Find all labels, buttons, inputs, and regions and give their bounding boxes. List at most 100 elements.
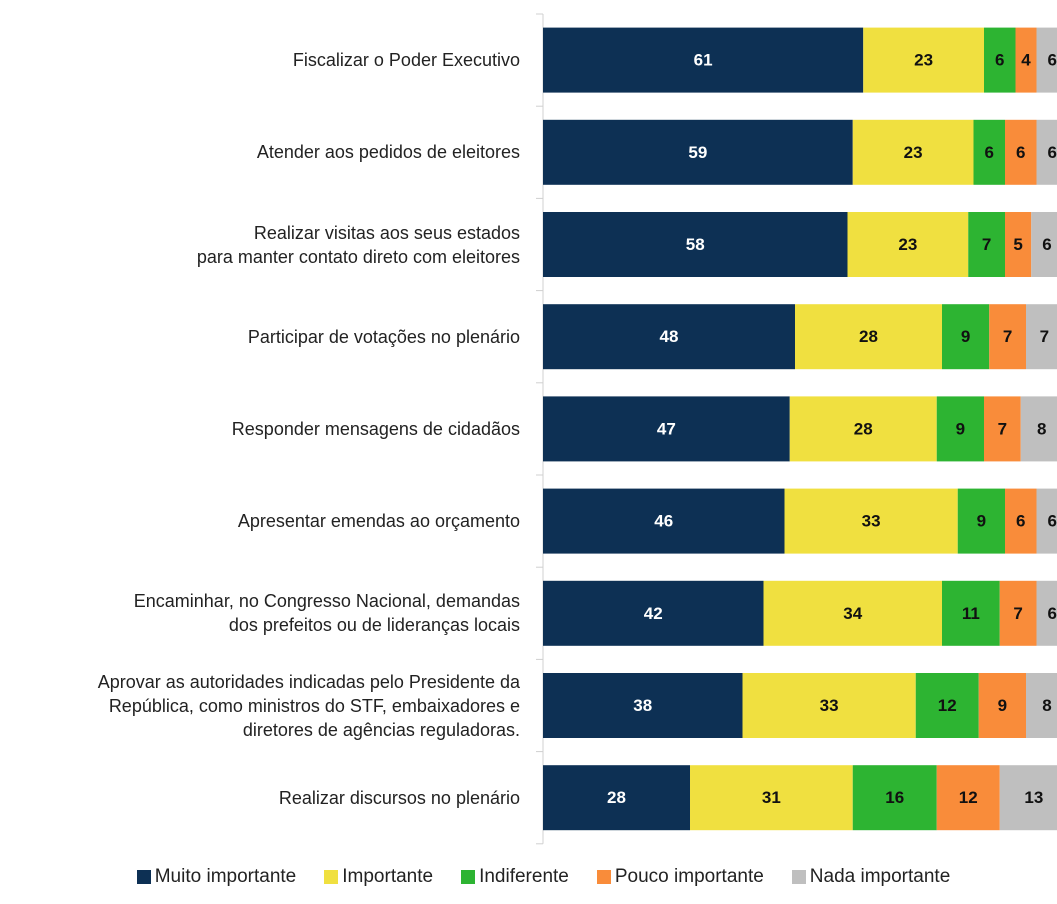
bar-segment: [1036, 580, 1057, 646]
value-label: 12: [938, 696, 957, 715]
category-label: Responder mensagens de cidadãos: [231, 418, 520, 439]
bar-segment: [1036, 119, 1057, 185]
bar-segment: [1005, 212, 1032, 277]
value-label: 33: [820, 696, 839, 715]
bar-segment: [763, 580, 942, 646]
value-label: 42: [644, 604, 663, 623]
category-label: Encaminhar, no Congresso Nacional, deman…: [133, 591, 520, 636]
bar-segment: [543, 673, 743, 738]
bar-segment: [1026, 673, 1057, 738]
bar-segment: [942, 580, 1000, 646]
category-label: Apresentar emendas ao orçamento: [237, 511, 520, 532]
bar-segment: [795, 304, 942, 370]
bar-segment: [999, 765, 1057, 831]
value-label: 28: [854, 419, 873, 438]
legend-label: Muito importante: [154, 866, 297, 887]
value-label: 28: [859, 327, 878, 346]
bar-segment: [915, 673, 979, 738]
value-label: 46: [654, 512, 673, 531]
legend-item: Pouco importante: [596, 866, 764, 888]
value-label: 6: [985, 143, 994, 162]
legend-swatch: [324, 870, 339, 884]
value-label: 5: [1013, 235, 1022, 254]
value-label: 7: [1013, 604, 1022, 623]
bar-segment: [543, 488, 785, 554]
value-label: 48: [660, 327, 679, 346]
category-label: Participar de votações no plenário: [247, 326, 520, 347]
value-label: 61: [694, 51, 713, 70]
legend-item: Muito importante: [136, 866, 297, 888]
value-label: 23: [898, 235, 917, 254]
category-label: Realizar discursos no plenário: [278, 787, 520, 808]
legend-label: Pouco importante: [614, 866, 764, 887]
value-label: 9: [977, 512, 986, 531]
bar-segment: [957, 488, 1005, 554]
value-label: 28: [607, 788, 626, 807]
bar-segment: [690, 765, 853, 831]
bar-segment: [543, 119, 853, 185]
bar-segment: [784, 488, 958, 554]
bar-segment: [863, 27, 984, 93]
value-label: 7: [1040, 327, 1049, 346]
bar-segment: [999, 580, 1037, 646]
legend-label: Nada importante: [809, 866, 951, 887]
bar-segment: [852, 765, 937, 831]
bar-segment: [543, 212, 848, 277]
bar-segment: [968, 212, 1005, 277]
value-label: 47: [657, 419, 676, 438]
value-label: 9: [998, 696, 1007, 715]
value-label: 7: [1003, 327, 1012, 346]
bar-segment: [1005, 488, 1037, 554]
value-label: 33: [862, 512, 881, 531]
bar-segment: [1015, 27, 1037, 93]
bar-segment: [942, 304, 990, 370]
bar-segment: [1031, 212, 1057, 277]
bar-segment: [1036, 27, 1057, 93]
category-label: Atender aos pedidos de eleitores: [256, 142, 520, 163]
value-label: 16: [885, 788, 904, 807]
value-label: 12: [959, 788, 978, 807]
legend-swatch: [461, 870, 476, 884]
value-label: 6: [1048, 512, 1057, 531]
bar-segment: [543, 304, 795, 370]
bar-segment: [973, 119, 1005, 185]
bar-segment: [789, 396, 937, 462]
value-label: 58: [686, 235, 705, 254]
value-label: 9: [956, 419, 965, 438]
value-label: 23: [914, 51, 933, 70]
legend-label: Importante: [342, 866, 434, 887]
bar-segment: [978, 673, 1026, 738]
legend-swatch: [791, 870, 806, 884]
bar-segment: [543, 396, 790, 462]
value-label: 8: [1042, 696, 1051, 715]
bar-segment: [543, 580, 764, 646]
legend-swatch: [596, 870, 611, 884]
value-label: 34: [843, 604, 862, 623]
value-label: 13: [1024, 788, 1043, 807]
value-label: 9: [961, 327, 970, 346]
category-label: Aprovar as autoridades indicadas pelo Pr…: [97, 671, 520, 740]
legend-label: Indiferente: [479, 866, 569, 887]
bar-segment: [847, 212, 969, 277]
value-label: 7: [998, 419, 1007, 438]
category-label: Fiscalizar o Poder Executivo: [292, 50, 520, 71]
bar-segment: [936, 765, 1000, 831]
value-label: 59: [688, 143, 707, 162]
legend: Muito importante Importante Indiferente Pou…: [0, 866, 1057, 888]
bar-segment: [852, 119, 974, 185]
value-label: 38: [633, 696, 652, 715]
bar-segment: [984, 396, 1021, 462]
value-label: 4: [1021, 51, 1031, 70]
value-label: 6: [1048, 143, 1057, 162]
legend-item: Indiferente: [461, 866, 569, 888]
bar-segment: [543, 27, 864, 93]
legend-item: Importante: [324, 866, 433, 888]
value-label: 7: [982, 235, 991, 254]
value-label: 6: [1016, 512, 1025, 531]
value-label: 31: [762, 788, 781, 807]
bar-segment: [984, 27, 1016, 93]
value-label: 23: [904, 143, 923, 162]
legend-swatch: [136, 870, 151, 884]
